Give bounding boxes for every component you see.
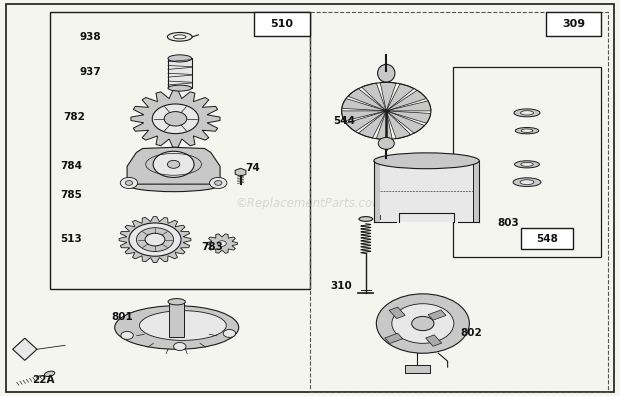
Polygon shape bbox=[374, 161, 380, 223]
Bar bbox=[389, 307, 405, 318]
Circle shape bbox=[167, 160, 180, 168]
Circle shape bbox=[129, 223, 181, 256]
Circle shape bbox=[223, 329, 236, 337]
Ellipse shape bbox=[167, 32, 192, 41]
Circle shape bbox=[392, 304, 454, 343]
Bar bbox=[546, 12, 601, 36]
Text: 801: 801 bbox=[112, 312, 133, 322]
Ellipse shape bbox=[514, 109, 540, 117]
Circle shape bbox=[210, 177, 227, 188]
Polygon shape bbox=[119, 217, 191, 263]
Text: 74: 74 bbox=[245, 163, 260, 173]
Text: 309: 309 bbox=[562, 19, 585, 29]
Circle shape bbox=[376, 294, 469, 353]
Bar bbox=[405, 365, 430, 373]
Ellipse shape bbox=[174, 35, 186, 39]
Ellipse shape bbox=[378, 137, 394, 149]
Bar bbox=[425, 335, 441, 346]
Ellipse shape bbox=[115, 306, 239, 349]
Polygon shape bbox=[358, 111, 386, 138]
Bar bbox=[521, 228, 574, 249]
Ellipse shape bbox=[374, 153, 479, 169]
Polygon shape bbox=[473, 161, 479, 223]
Polygon shape bbox=[386, 101, 431, 111]
Polygon shape bbox=[380, 161, 473, 223]
Ellipse shape bbox=[513, 178, 541, 187]
Polygon shape bbox=[386, 111, 425, 133]
Text: 548: 548 bbox=[536, 234, 558, 244]
Ellipse shape bbox=[515, 161, 539, 168]
Polygon shape bbox=[206, 234, 237, 253]
Polygon shape bbox=[361, 83, 386, 111]
Polygon shape bbox=[376, 111, 392, 139]
Ellipse shape bbox=[45, 371, 55, 377]
Polygon shape bbox=[12, 338, 37, 360]
Polygon shape bbox=[386, 84, 414, 111]
Polygon shape bbox=[346, 111, 386, 131]
Bar bbox=[50, 12, 310, 289]
Polygon shape bbox=[235, 168, 246, 176]
Circle shape bbox=[412, 316, 434, 331]
Text: 784: 784 bbox=[60, 161, 82, 171]
Circle shape bbox=[153, 151, 194, 177]
Bar bbox=[168, 58, 192, 88]
Ellipse shape bbox=[520, 180, 534, 185]
Text: 544: 544 bbox=[333, 116, 355, 126]
Circle shape bbox=[218, 241, 226, 246]
Circle shape bbox=[136, 228, 174, 251]
Polygon shape bbox=[342, 111, 386, 121]
Bar bbox=[428, 310, 446, 320]
Ellipse shape bbox=[521, 110, 533, 115]
Ellipse shape bbox=[168, 55, 192, 62]
Bar bbox=[169, 302, 184, 337]
Text: 937: 937 bbox=[79, 67, 101, 77]
Text: ©ReplacementParts.com: ©ReplacementParts.com bbox=[236, 198, 384, 210]
Bar bbox=[385, 333, 402, 343]
Text: 510: 510 bbox=[270, 19, 294, 29]
Text: 783: 783 bbox=[202, 242, 223, 253]
Polygon shape bbox=[131, 90, 220, 147]
Circle shape bbox=[215, 181, 222, 185]
Ellipse shape bbox=[521, 162, 533, 166]
Text: 310: 310 bbox=[330, 281, 352, 291]
Polygon shape bbox=[386, 90, 427, 111]
Text: 513: 513 bbox=[60, 234, 82, 244]
Ellipse shape bbox=[521, 129, 533, 132]
Circle shape bbox=[120, 177, 138, 188]
Circle shape bbox=[153, 104, 198, 133]
Text: 782: 782 bbox=[63, 112, 85, 122]
Polygon shape bbox=[380, 82, 396, 111]
Polygon shape bbox=[386, 111, 431, 123]
Text: 938: 938 bbox=[79, 32, 101, 42]
Ellipse shape bbox=[168, 299, 185, 305]
Circle shape bbox=[121, 331, 133, 339]
Polygon shape bbox=[127, 147, 220, 184]
Ellipse shape bbox=[359, 217, 373, 221]
Bar bbox=[310, 12, 608, 392]
Polygon shape bbox=[348, 89, 386, 111]
Ellipse shape bbox=[515, 128, 539, 134]
Ellipse shape bbox=[126, 177, 222, 192]
Polygon shape bbox=[386, 111, 411, 139]
Circle shape bbox=[145, 233, 165, 246]
Ellipse shape bbox=[140, 310, 226, 340]
Text: 22A: 22A bbox=[32, 375, 55, 385]
Ellipse shape bbox=[378, 64, 395, 82]
Circle shape bbox=[174, 343, 186, 350]
Circle shape bbox=[125, 181, 133, 185]
Bar bbox=[254, 12, 310, 36]
Ellipse shape bbox=[168, 85, 192, 91]
Circle shape bbox=[164, 112, 187, 126]
Polygon shape bbox=[342, 99, 386, 111]
Text: 802: 802 bbox=[460, 327, 482, 338]
Text: 785: 785 bbox=[60, 190, 82, 200]
Bar bbox=[453, 67, 601, 257]
Text: 803: 803 bbox=[498, 218, 520, 228]
